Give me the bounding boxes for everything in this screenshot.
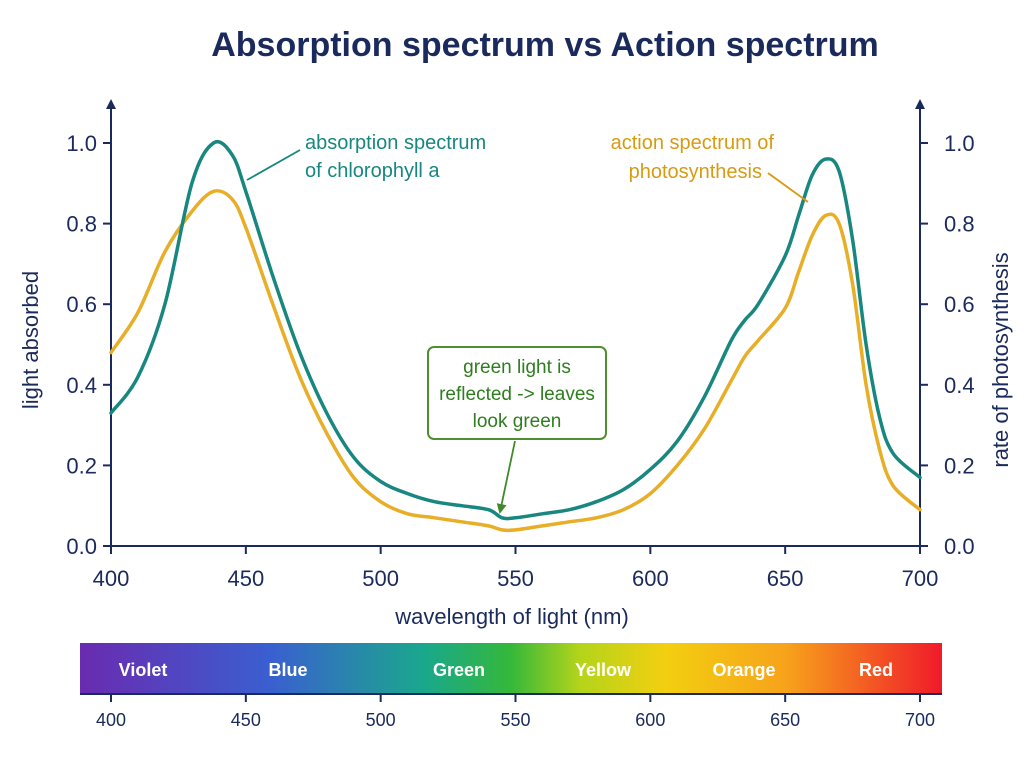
spectrum-label-orange: Orange [712,660,775,680]
x-tick-label: 400 [93,566,130,591]
spectrum-band: Violet Blue Green Yellow Orange Red 400 450 500… [80,643,942,730]
y-tick-label-left: 1.0 [66,131,97,156]
x-tick-label: 600 [632,566,669,591]
x-tick-label: 500 [362,566,399,591]
y-axis-label-left: light absorbed [18,271,43,409]
spectrum-band-ticks: 400 450 500 550 600 650 700 [96,694,935,730]
spectrum-gradient-bar [80,643,942,694]
chart-title: Absorption spectrum vs Action spectrum [211,26,879,64]
annotation-green-box [427,346,607,440]
annotation-green-line2: reflected -> leaves [439,384,595,405]
y-tick-label-left: 0.6 [66,292,97,317]
y-ticks-right: 0.0 0.2 0.4 0.6 0.8 1.0 [920,131,975,559]
annotation-action-line1: action spectrum of [611,132,775,154]
y-tick-label-right: 0.0 [944,534,975,559]
spectrum-tick-label: 550 [500,710,530,730]
annotation-green-line1: green light is [463,357,571,378]
annotation-action-leader [767,172,809,203]
annotation-green-light: green light is reflected -> leaves look … [427,346,607,514]
y-tick-label-right: 0.2 [944,453,975,478]
y-tick-label-left: 0.0 [66,534,97,559]
y-tick-label-left: 0.4 [66,373,97,398]
spectrum-label-green: Green [433,660,485,680]
x-tick-label: 650 [767,566,804,591]
annotation-absorption: absorption spectrum of chlorophyll a [246,132,486,182]
x-tick-label: 700 [902,566,939,591]
spectrum-band-labels: Violet Blue Green Yellow Orange Red [119,660,893,680]
spectrum-label-yellow: Yellow [575,660,632,680]
annotation-absorption-line2: of chlorophyll a [305,160,440,182]
series-absorption-line [109,140,922,521]
y-tick-label-right: 0.6 [944,292,975,317]
spectrum-tick-label: 500 [366,710,396,730]
axes [106,99,925,547]
annotation-action-line2: photosynthesis [629,161,762,183]
spectrum-label-red: Red [859,660,893,680]
y-ticks-left: 0.0 0.2 0.4 0.6 0.8 1.0 [66,131,111,559]
spectrum-tick-label: 600 [635,710,665,730]
spectrum-label-violet: Violet [119,660,168,680]
annotation-absorption-leader [246,149,301,181]
y-tick-label-right: 0.8 [944,212,975,237]
annotation-green-arrow [496,440,516,514]
series-group [109,140,922,533]
spectrum-tick-label: 400 [96,710,126,730]
y-tick-label-right: 1.0 [944,131,975,156]
y-tick-label-right: 0.4 [944,373,975,398]
x-tick-label: 450 [227,566,264,591]
x-axis-label: wavelength of light (nm) [394,604,629,629]
x-ticks: 400 450 500 550 600 650 700 [93,546,939,591]
x-tick-label: 550 [497,566,534,591]
spectrum-tick-label: 700 [905,710,935,730]
series-action-line [109,189,922,533]
y-tick-label-left: 0.2 [66,453,97,478]
annotation-action: action spectrum of photosynthesis [611,132,809,203]
spectrum-tick-label: 450 [231,710,261,730]
annotation-green-line3: look green [473,411,562,432]
y-tick-label-left: 0.8 [66,212,97,237]
y-axis-label-right: rate of photosynthesis [988,252,1013,467]
spectrum-tick-label: 650 [770,710,800,730]
spectrum-label-blue: Blue [268,660,307,680]
annotation-absorption-line1: absorption spectrum [305,132,486,154]
